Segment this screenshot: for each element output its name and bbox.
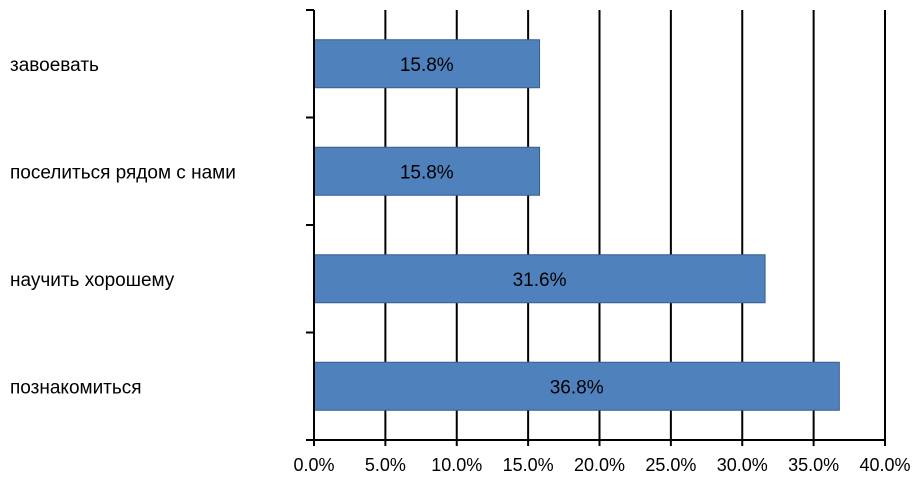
bar [313, 146, 541, 196]
x-tick-label: 10.0% [431, 455, 482, 475]
x-tick-label: 0.0% [293, 455, 334, 475]
category-label: поселиться рядом с нами [10, 162, 236, 183]
axes [306, 9, 886, 446]
bars [313, 39, 840, 411]
labels: 0.0% 5.0% 10.0% 15.0% 20.0% 25.0% 30.0% 35.0% 40… [10, 55, 911, 475]
category-label: завоевать [10, 55, 99, 76]
data-label: 15.8% [400, 162, 454, 183]
x-tick-label: 5.0% [365, 455, 406, 475]
category-label: познакомиться [10, 377, 142, 398]
data-label: 31.6% [513, 270, 567, 291]
x-tick-label: 20.0% [574, 455, 625, 475]
x-tick-label: 30.0% [717, 455, 768, 475]
data-label: 36.8% [550, 377, 604, 398]
bar [313, 254, 766, 304]
x-tick-label: 40.0% [859, 455, 910, 475]
bar [313, 361, 840, 411]
data-label: 15.8% [400, 55, 454, 76]
x-tick-label: 15.0% [503, 455, 554, 475]
x-tick-label: 35.0% [788, 455, 839, 475]
category-label: научить хорошему [10, 270, 175, 291]
x-tick-label: 25.0% [645, 455, 696, 475]
